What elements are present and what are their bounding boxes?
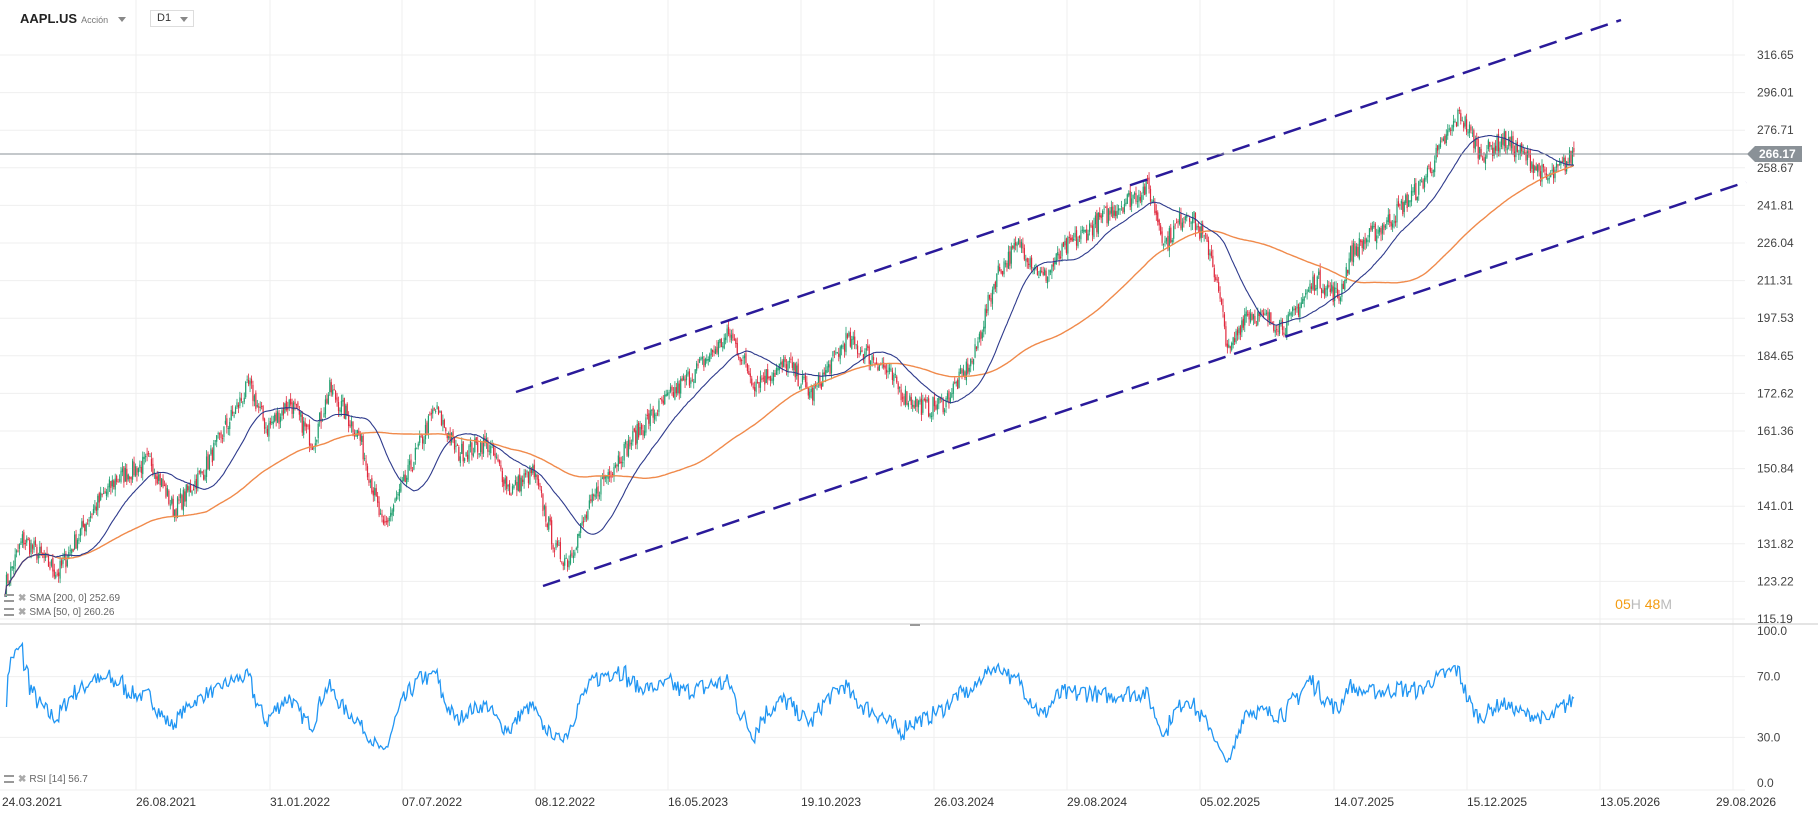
date-axis-label: 31.01.2022 (270, 795, 330, 809)
channel-lower-line[interactable] (542, 180, 1747, 588)
close-icon[interactable]: ✖ (18, 607, 27, 618)
rsi-axis-label: 0.0 (1757, 776, 1774, 790)
timeframe-value: D1 (157, 12, 172, 24)
date-axis-label: 26.08.2021 (136, 795, 196, 809)
date-axis-label: 29.08.2026 (1716, 795, 1776, 809)
date-axis-label: 14.07.2025 (1334, 795, 1394, 809)
rsi-line (5, 641, 1575, 763)
date-axis-label: 07.07.2022 (402, 795, 462, 809)
legend-rsi: ✖ RSI [14] 56.7 (4, 774, 88, 785)
settings-icon[interactable] (4, 594, 14, 603)
pane-resize-handle[interactable] (910, 624, 920, 626)
countdown-minutes: 48 (1644, 596, 1661, 612)
close-icon[interactable]: ✖ (18, 774, 27, 785)
price-axis-label: 161.36 (1757, 424, 1794, 438)
rsi-axis-label: 30.0 (1757, 730, 1781, 744)
legend-sma50-label: SMA [50, 0] 260.26 (29, 607, 115, 618)
price-axis-label: 258.67 (1757, 161, 1794, 175)
price-axis-label: 172.62 (1757, 386, 1794, 400)
date-axis-label: 16.05.2023 (668, 795, 728, 809)
sma50-line (4, 134, 1574, 597)
date-axis-label: 26.03.2024 (934, 795, 994, 809)
settings-icon[interactable] (4, 608, 14, 617)
price-axis-label: 131.82 (1757, 537, 1794, 551)
date-axis-label: 13.05.2026 (1600, 795, 1660, 809)
close-icon[interactable]: ✖ (18, 593, 27, 604)
settings-icon[interactable] (4, 775, 14, 784)
candle-countdown: 05H 48M (1615, 596, 1672, 612)
legend-sma200-label: SMA [200, 0] 252.69 (29, 593, 121, 604)
timeframe-select[interactable]: D1 (150, 10, 194, 27)
price-axis-label: 316.65 (1757, 48, 1794, 62)
countdown-hours: 05 (1615, 596, 1631, 612)
candles (5, 106, 1575, 597)
date-axis-label: 24.03.2021 (2, 795, 62, 809)
legend-sma50: ✖ SMA [50, 0] 260.26 (4, 607, 114, 618)
price-axis-label: 226.04 (1757, 236, 1794, 250)
price-axis-label: 115.19 (1757, 612, 1793, 626)
countdown-m-unit: M (1660, 596, 1672, 612)
chevron-down-icon (118, 17, 127, 23)
price-axis-label: 276.71 (1757, 123, 1794, 137)
price-axis-label: 211.31 (1757, 274, 1793, 288)
sma200-line (4, 164, 1575, 597)
rsi-axis-label: 70.0 (1757, 670, 1781, 684)
current-price-tag: 266.17 (1747, 146, 1802, 162)
price-axis-label: 150.84 (1757, 462, 1794, 476)
price-axis-label: 141.01 (1757, 499, 1794, 513)
price-axis-label: 184.65 (1757, 349, 1794, 363)
date-axis-label: 29.08.2024 (1067, 795, 1127, 809)
countdown-h-unit: H (1630, 596, 1641, 612)
legend-rsi-label: RSI [14] 56.7 (29, 774, 88, 785)
date-axis-label: 15.12.2025 (1467, 795, 1527, 809)
rsi-axis-label: 100.0 (1757, 624, 1787, 638)
chevron-down-icon (180, 17, 188, 22)
channel-upper-line[interactable] (515, 18, 1622, 394)
price-axis-label: 296.01 (1757, 86, 1794, 100)
price-axis-label: 123.22 (1757, 574, 1794, 588)
chart-toolbar: AAPL.US Acción D1 (0, 0, 1818, 34)
price-axis-label: 241.81 (1757, 198, 1794, 212)
date-axis-label: 08.12.2022 (535, 795, 595, 809)
price-axis-label: 197.53 (1757, 311, 1794, 325)
symbol-selector[interactable]: AAPL.US Acción (20, 11, 127, 26)
legend-sma200: ✖ SMA [200, 0] 252.69 (4, 593, 120, 604)
instrument-type: Acción (81, 15, 109, 25)
date-axis-label: 19.10.2023 (801, 795, 861, 809)
date-axis-label: 05.02.2025 (1200, 795, 1260, 809)
symbol-name: AAPL.US (20, 11, 78, 26)
